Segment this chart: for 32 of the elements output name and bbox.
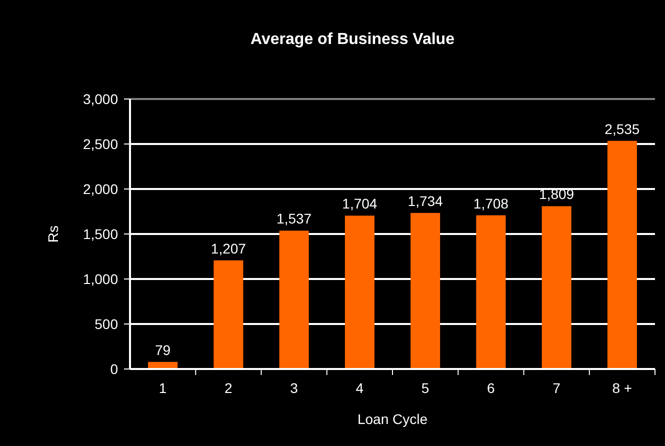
data-label: 1,734 (408, 192, 444, 209)
data-label: 1,537 (276, 210, 312, 227)
x-tick-label: 1 (158, 380, 167, 396)
y-tick-label: 1,500 (82, 226, 118, 242)
x-tick-label: 8 + (612, 380, 632, 396)
y-tick-label: 2,500 (82, 136, 118, 152)
x-tick-label: 5 (421, 380, 430, 396)
x-tick-label: 4 (356, 380, 364, 396)
y-tick-label: 0 (110, 360, 118, 377)
bar (410, 212, 440, 369)
x-tick-label: 6 (487, 380, 496, 396)
bar (344, 216, 374, 369)
x-axis-title: Loan Cycle (357, 411, 428, 427)
y-tick-label: 2,000 (82, 180, 118, 197)
bar (476, 215, 506, 369)
data-label: 79 (155, 342, 171, 358)
x-tick-label: 3 (290, 380, 298, 396)
x-tick-label: 7 (552, 380, 561, 396)
y-tick-label: 3,000 (82, 90, 118, 107)
data-label: 2,535 (604, 120, 640, 137)
data-label: 1,207 (210, 240, 246, 256)
y-tick-label: 1,000 (82, 270, 118, 287)
bar (542, 206, 572, 369)
bar (214, 260, 244, 369)
chart-title: Average of Business Value (250, 31, 455, 48)
bar (279, 230, 309, 369)
y-tick-label: 500 (94, 316, 118, 332)
x-tick-label: 2 (224, 380, 233, 396)
y-axis-title: Rs (45, 225, 61, 243)
bar (607, 140, 637, 369)
data-label: 1,708 (473, 195, 509, 212)
data-label: 1,704 (342, 196, 378, 212)
